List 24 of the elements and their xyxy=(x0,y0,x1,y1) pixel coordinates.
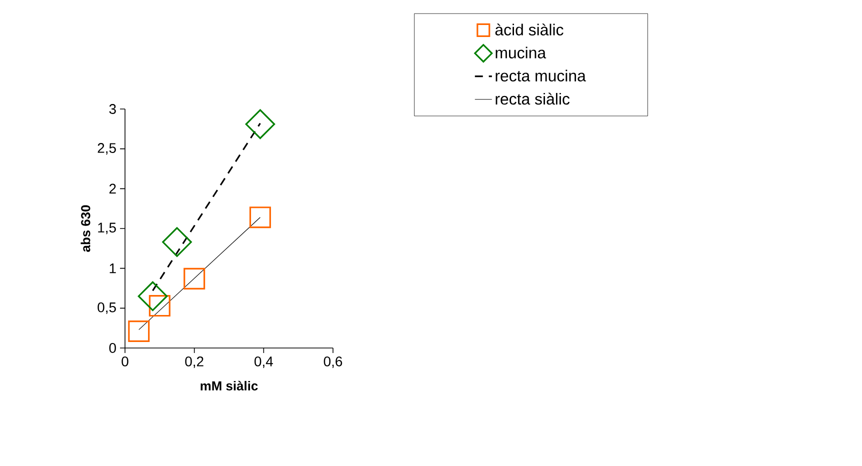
y-tick-label: 1 xyxy=(110,264,116,274)
legend-label: recta mucina xyxy=(496,70,586,82)
point xyxy=(249,206,271,228)
point xyxy=(138,281,168,312)
y-axis-title: abs 630 xyxy=(80,205,90,252)
point xyxy=(148,295,170,317)
y-tick-label: 0 xyxy=(109,343,116,353)
x-tick-label: 0,4 xyxy=(254,356,273,368)
x-tick-label: 0,2 xyxy=(185,356,204,368)
x-axis-title: mM siàlic xyxy=(200,380,258,390)
x-tick-label: 0,6 xyxy=(324,356,342,368)
y-tick-label: 0,5 xyxy=(98,302,116,314)
y-tick-label: 2,5 xyxy=(98,143,116,155)
point xyxy=(184,268,206,290)
y-tick-label: 1,5 xyxy=(98,222,116,234)
point xyxy=(162,227,192,257)
y-tick-label: 3 xyxy=(109,104,116,114)
y-tick-label: 2 xyxy=(109,184,116,194)
point xyxy=(128,320,150,342)
legend-label: mucina xyxy=(496,46,546,58)
x-tick-label: 0 xyxy=(122,356,128,366)
legend-label: recta siàlic xyxy=(496,92,570,105)
legend-label: àcid siàlic xyxy=(495,24,564,36)
point xyxy=(245,109,276,140)
